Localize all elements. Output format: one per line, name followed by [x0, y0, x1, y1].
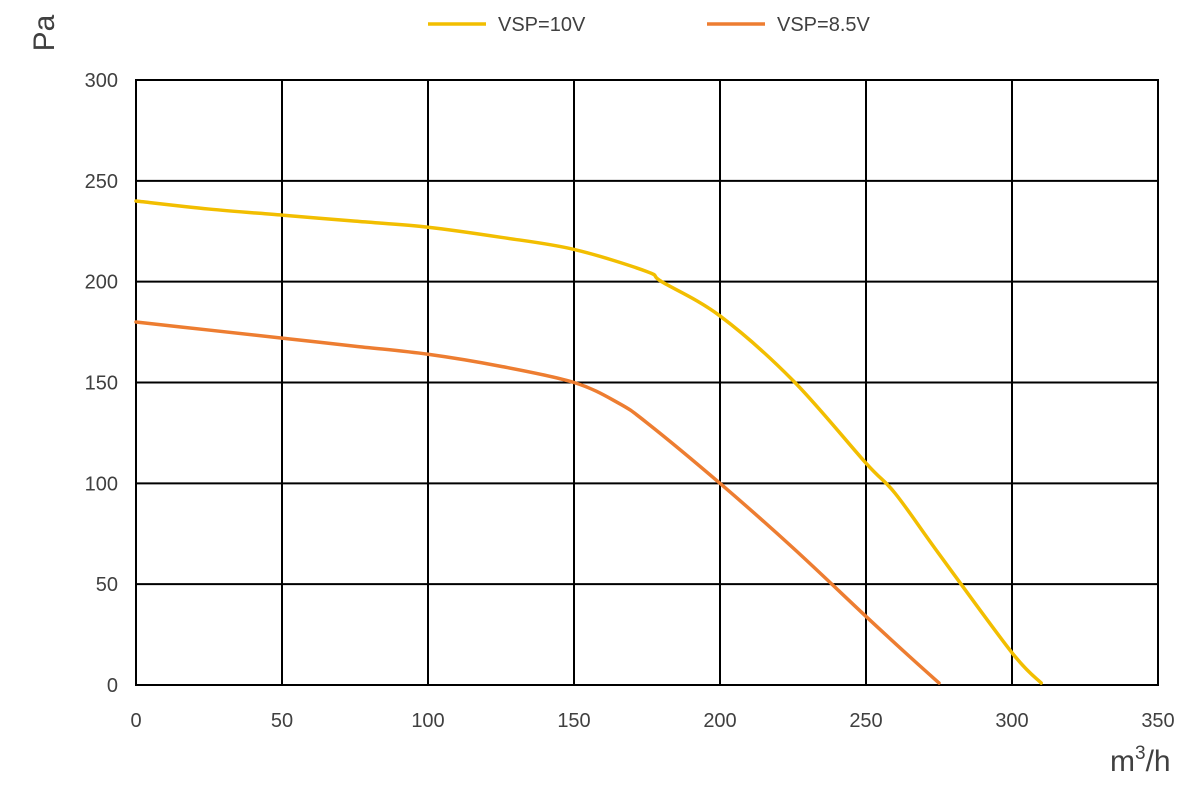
- legend-label: VSP=10V: [498, 14, 586, 36]
- x-tick-label: 150: [557, 710, 590, 732]
- x-tick-label: 100: [411, 710, 444, 732]
- x-tick-label: 0: [130, 710, 141, 732]
- x-tick-label: 300: [995, 710, 1028, 732]
- x-tick-label: 250: [849, 710, 882, 732]
- x-axis-title-tail: /h: [1146, 745, 1171, 778]
- x-axis-title: m3/h: [1110, 743, 1171, 778]
- y-tick-label: 50: [96, 574, 118, 596]
- series-lines: [134, 199, 1043, 685]
- y-tick-label: 150: [85, 373, 118, 395]
- plot-border: [135, 79, 1159, 686]
- y-axis-title: Pa: [28, 14, 61, 51]
- y-tick-label: 100: [85, 473, 118, 495]
- y-axis-ticks: 0 50 100 150 200 250 300: [85, 70, 118, 697]
- legend-label: VSP=8.5V: [777, 14, 871, 36]
- plot-area: [135, 79, 1159, 686]
- x-tick-label: 200: [703, 710, 736, 732]
- x-axis-title-superscript: 3: [1135, 743, 1146, 764]
- x-tick-label: 350: [1141, 710, 1174, 732]
- x-axis-title-main: m: [1110, 745, 1135, 778]
- y-tick-label: 250: [85, 171, 118, 193]
- series-line-vsp-10v: [134, 199, 1043, 685]
- chart-grid: [135, 79, 1159, 686]
- series-line-vsp-8-5v: [134, 320, 941, 685]
- x-tick-label: 50: [271, 710, 293, 732]
- y-tick-label: 0: [107, 675, 118, 697]
- y-tick-label: 300: [85, 70, 118, 92]
- legend: VSP=10V VSP=8.5V: [428, 14, 871, 36]
- y-tick-label: 200: [85, 272, 118, 294]
- x-axis-ticks: 0 50 100 150 200 250 300 350: [130, 710, 1174, 732]
